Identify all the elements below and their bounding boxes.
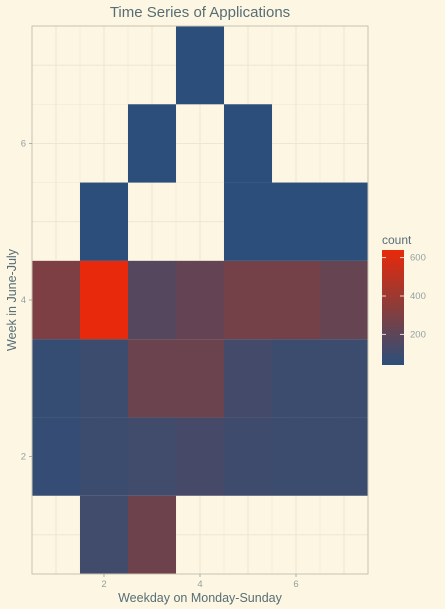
heatmap-cell xyxy=(32,339,80,418)
heatmap-cell xyxy=(128,495,176,574)
heatmap-cell xyxy=(224,104,272,183)
heatmap-cell xyxy=(224,182,272,261)
y-tick-label: 2 xyxy=(21,452,26,463)
heatmap-cell xyxy=(80,417,128,496)
heatmap-cell xyxy=(128,339,176,418)
heatmap-cell xyxy=(272,417,320,496)
legend-tick-label: 400 xyxy=(410,291,426,302)
x-tick-label: 6 xyxy=(293,579,298,590)
heatmap-cell xyxy=(80,339,128,418)
heatmap-cell xyxy=(176,26,224,105)
heatmap-cell xyxy=(272,339,320,418)
heatmap-cell xyxy=(176,417,224,496)
legend-ticks: 200 400 600 xyxy=(382,253,426,340)
y-tick-label: 6 xyxy=(21,138,26,149)
heatmap-cell xyxy=(224,339,272,418)
x-axis-title: Weekday on Monday-Sunday xyxy=(118,591,283,605)
x-tick-label: 4 xyxy=(197,579,202,590)
heatmap-cell xyxy=(176,339,224,418)
heatmap-cell xyxy=(224,260,272,340)
heatmap-cell xyxy=(272,182,320,261)
heatmap-cell xyxy=(320,417,368,496)
heatmap-cells xyxy=(32,26,368,574)
heatmap-cell xyxy=(224,417,272,496)
heatmap-cell xyxy=(32,260,80,340)
heatmap-cell xyxy=(80,260,128,340)
heatmap-cell xyxy=(128,260,176,340)
y-axis-title: Week in June-July xyxy=(5,248,19,351)
y-tick-label: 4 xyxy=(21,295,26,306)
y-axis-ticks: 2 4 6 xyxy=(21,138,32,463)
heatmap-cell xyxy=(32,417,80,496)
heatmap-cell xyxy=(80,495,128,574)
heatmap-cell xyxy=(320,339,368,418)
chart-title: Time Series of Applications xyxy=(110,4,290,21)
legend-tick-label: 200 xyxy=(410,329,426,340)
heatmap-cell xyxy=(320,260,368,340)
x-axis-ticks: 2 4 6 xyxy=(101,574,299,590)
legend-colorbar xyxy=(382,250,404,365)
heatmap-cell xyxy=(272,260,320,340)
heatmap-cell xyxy=(80,182,128,261)
heatmap-cell xyxy=(128,104,176,183)
heatmap-cell xyxy=(320,182,368,261)
x-tick-label: 2 xyxy=(101,579,106,590)
legend: count 200 400 600 xyxy=(382,233,426,365)
legend-title: count xyxy=(382,233,412,247)
legend-tick-label: 600 xyxy=(410,253,426,264)
heatmap-cell xyxy=(176,260,224,340)
heatmap-cell xyxy=(128,417,176,496)
